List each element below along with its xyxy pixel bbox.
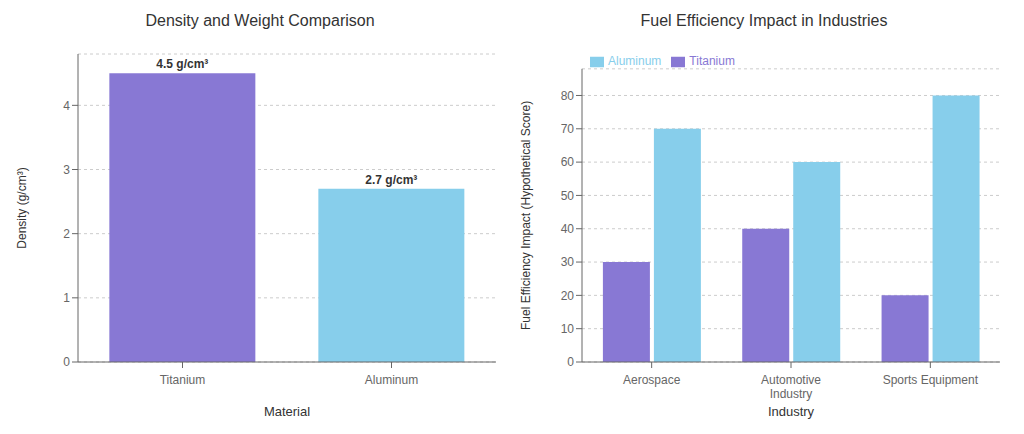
svg-text:Material: Material — [264, 404, 310, 419]
svg-text:2: 2 — [63, 227, 70, 241]
html-text:Density and Weight Comparison: Density and Weight Comparison — [145, 12, 375, 29]
svg-text:10: 10 — [561, 322, 575, 336]
svg-text:Aluminum: Aluminum — [365, 373, 418, 387]
html-text:Titanium: Titanium — [689, 54, 735, 68]
svg-text:80: 80 — [561, 89, 575, 103]
svg-text:2.7 g/cm³: 2.7 g/cm³ — [365, 173, 417, 187]
svg-text:4: 4 — [63, 99, 70, 113]
svg-text:0: 0 — [567, 355, 574, 369]
svg-text:60: 60 — [561, 155, 575, 169]
svg-text:Density (g/cm³): Density (g/cm³) — [15, 167, 29, 248]
svg-text:0: 0 — [63, 355, 70, 369]
svg-text:3: 3 — [63, 163, 70, 177]
html-text:Aluminum: Aluminum — [608, 54, 662, 68]
svg-text:Aerospace: Aerospace — [623, 373, 681, 387]
svg-text:70: 70 — [561, 122, 575, 136]
svg-text:20: 20 — [561, 289, 575, 303]
html-text:Fuel Efficiency Impact in Indu: Fuel Efficiency Impact in Industries — [640, 12, 888, 29]
svg-text:40: 40 — [561, 222, 575, 236]
svg-text:50: 50 — [561, 189, 575, 203]
svg-text:Titanium: Titanium — [160, 373, 206, 387]
svg-text:AutomotiveIndustry: AutomotiveIndustry — [761, 373, 821, 401]
svg-text:1: 1 — [63, 291, 70, 305]
svg-text:Fuel Efficiency Impact (Hypoth: Fuel Efficiency Impact (Hypothetical Sco… — [519, 101, 533, 330]
svg-text:30: 30 — [561, 255, 575, 269]
svg-text:Sports Equipment: Sports Equipment — [883, 373, 979, 387]
svg-text:4.5 g/cm³: 4.5 g/cm³ — [156, 57, 208, 71]
svg-text:Industry: Industry — [768, 404, 815, 419]
